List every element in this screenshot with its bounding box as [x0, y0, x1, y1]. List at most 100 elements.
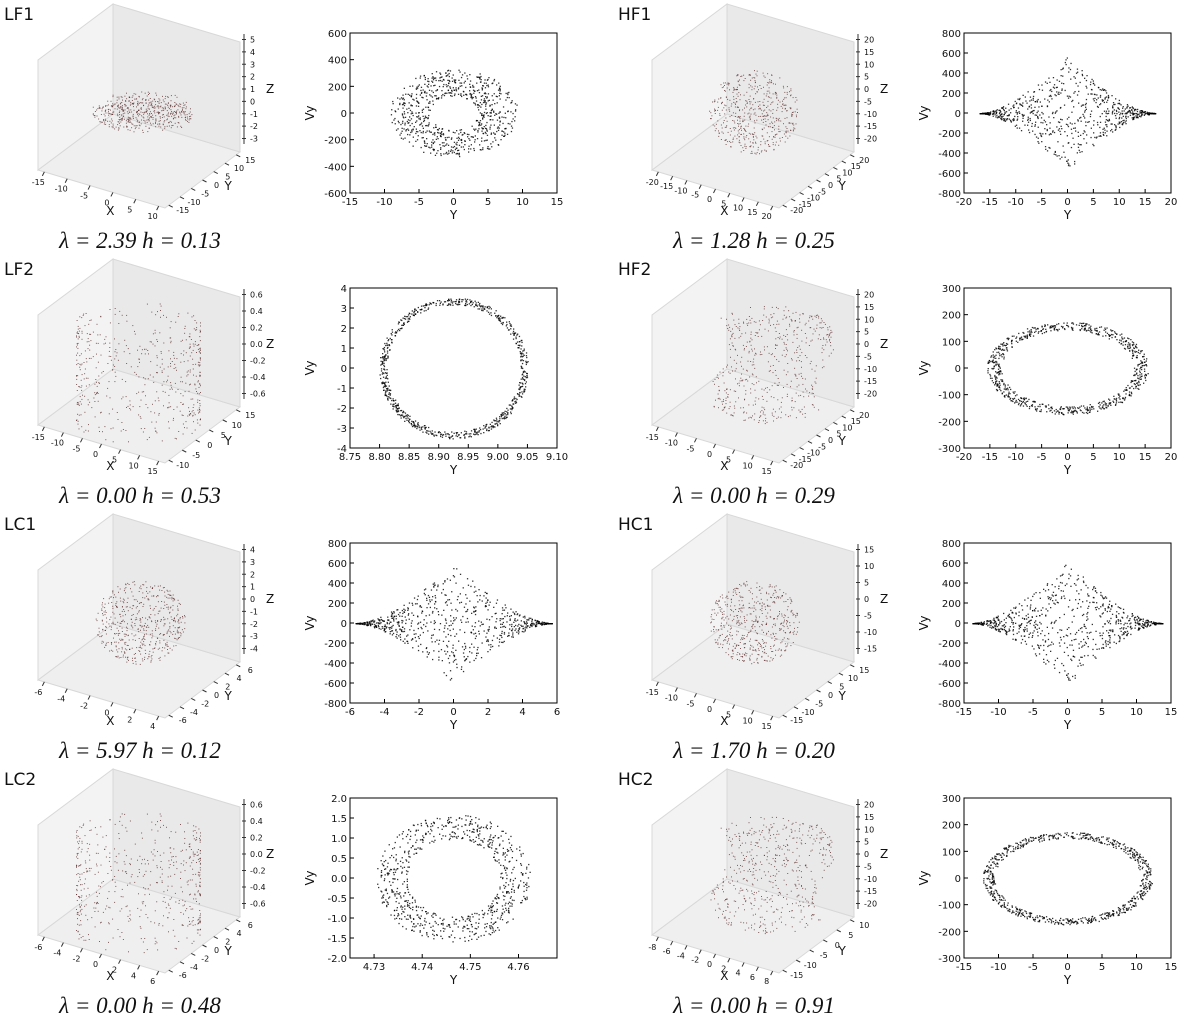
point	[498, 127, 500, 129]
point	[80, 379, 82, 381]
point	[170, 363, 171, 364]
point	[380, 357, 382, 359]
point	[78, 386, 80, 388]
point	[144, 378, 146, 380]
point	[811, 316, 813, 318]
point	[759, 415, 761, 417]
point	[413, 423, 415, 425]
point	[427, 117, 429, 120]
y-tick-label: -5	[818, 187, 826, 196]
point	[1127, 384, 1129, 387]
point	[764, 76, 766, 78]
point	[459, 82, 461, 84]
point	[147, 131, 149, 133]
y-tick	[224, 162, 230, 166]
point	[753, 98, 755, 100]
point	[148, 436, 150, 438]
point	[790, 386, 791, 388]
point	[778, 125, 780, 127]
point	[1015, 399, 1017, 402]
point	[709, 110, 711, 112]
point	[109, 347, 111, 348]
point	[474, 139, 476, 141]
point	[1060, 133, 1062, 135]
point	[158, 120, 160, 122]
point	[480, 306, 482, 308]
point	[449, 80, 451, 83]
point	[790, 318, 792, 320]
point	[144, 384, 146, 386]
point	[815, 382, 817, 384]
x-tick-label: 0	[104, 198, 109, 207]
point	[464, 140, 466, 142]
point	[434, 154, 437, 156]
y-tick-label: -2	[337, 404, 347, 415]
point	[92, 331, 94, 333]
point	[78, 336, 80, 338]
point	[1001, 113, 1003, 115]
point	[149, 108, 150, 110]
point	[505, 99, 507, 101]
point	[385, 372, 388, 374]
point	[732, 370, 733, 372]
point	[199, 400, 201, 401]
point	[1094, 136, 1096, 139]
point	[196, 329, 198, 331]
point	[169, 104, 171, 106]
point	[162, 124, 164, 126]
point	[1118, 108, 1120, 110]
point	[496, 422, 498, 424]
point	[772, 316, 774, 318]
point	[998, 353, 1001, 355]
point	[496, 113, 498, 115]
point	[470, 95, 472, 97]
point	[728, 371, 730, 373]
point	[488, 426, 490, 428]
point	[159, 120, 161, 122]
point	[505, 117, 507, 119]
point	[98, 426, 100, 428]
point	[737, 327, 739, 329]
point	[816, 324, 818, 326]
point	[496, 96, 498, 98]
point	[1096, 99, 1098, 101]
point	[998, 386, 1000, 388]
point	[1032, 130, 1034, 132]
point	[447, 84, 449, 87]
point	[197, 401, 199, 403]
point	[155, 118, 157, 120]
point	[744, 145, 746, 147]
point	[113, 104, 115, 106]
point	[474, 141, 476, 143]
point	[831, 331, 833, 333]
point	[384, 392, 387, 394]
point	[158, 414, 160, 416]
point	[152, 343, 154, 345]
point	[466, 78, 469, 80]
point	[1144, 113, 1146, 115]
point	[486, 134, 489, 136]
point	[395, 332, 397, 334]
point	[487, 146, 489, 148]
point	[1108, 338, 1110, 340]
point	[768, 82, 770, 84]
point	[786, 128, 788, 129]
point	[126, 320, 128, 322]
point	[385, 385, 388, 387]
point	[753, 113, 755, 115]
point	[464, 72, 466, 74]
point	[759, 85, 761, 86]
point	[781, 397, 783, 399]
point	[1048, 95, 1051, 97]
point	[132, 325, 134, 327]
point	[1014, 115, 1016, 118]
point	[1081, 70, 1083, 72]
point	[442, 434, 444, 436]
point	[139, 416, 141, 418]
point	[814, 330, 816, 332]
point	[162, 99, 164, 101]
point	[199, 352, 201, 354]
point	[480, 149, 482, 151]
point	[447, 153, 449, 155]
point	[783, 387, 784, 388]
